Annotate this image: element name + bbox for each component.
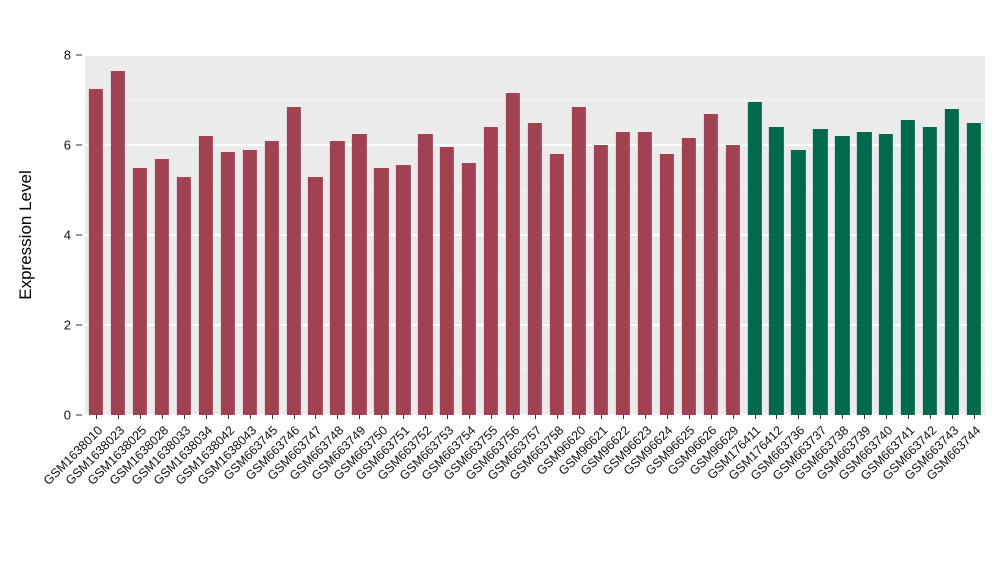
bar-GSM1638023 (110, 70, 126, 415)
bar-GSM663738 (835, 136, 850, 415)
x-axis: GSM1638010 GSM1638023 GSM1638025 GSM1638028… (41, 415, 985, 575)
y-tick-mark (76, 414, 82, 416)
y-tick-label: 8 (63, 47, 71, 63)
x-tick-mark (403, 415, 405, 419)
x-tick-mark (732, 415, 734, 419)
x-tick-mark (425, 415, 427, 419)
bar-GSM663745 (264, 140, 279, 415)
bar-GSM1638033 (176, 176, 191, 415)
bar-GSM663758 (549, 154, 565, 415)
bar-GSM96623 (637, 131, 652, 415)
bar-GSM663749 (352, 133, 367, 415)
x-tick-mark (227, 415, 229, 419)
bar-GSM96622 (615, 131, 630, 415)
bar-GSM663737 (813, 129, 828, 415)
x-tick-mark (688, 415, 690, 419)
bar-GSM663748 (330, 140, 345, 415)
bar-GSM663752 (418, 133, 433, 415)
bar-GSM1638043 (242, 149, 257, 415)
bar-GSM663753 (440, 147, 455, 415)
x-tick-mark (271, 415, 273, 419)
x-tick-mark (337, 415, 339, 419)
plot-area (85, 54, 985, 416)
bar-GSM663740 (879, 133, 894, 415)
y-tick-mark (76, 234, 82, 236)
gridline-minor (85, 99, 985, 101)
bar-GSM663736 (791, 149, 806, 415)
x-tick-mark (930, 415, 932, 419)
x-tick-mark (161, 415, 163, 419)
y-tick-label: 6 (63, 137, 71, 153)
x-tick-mark (754, 415, 756, 419)
x-tick-mark (205, 415, 207, 419)
x-tick-mark (842, 415, 844, 419)
x-tick-mark (95, 415, 97, 419)
x-tick-mark (293, 415, 295, 419)
x-tick-mark (798, 415, 800, 419)
bar-GSM663756 (505, 93, 521, 415)
x-tick-mark (447, 415, 449, 419)
y-tick-label: 2 (63, 317, 71, 333)
bar-GSM176411 (747, 102, 762, 415)
x-tick-mark (556, 415, 558, 419)
bar-GSM96620 (571, 106, 587, 415)
y-tick-mark (76, 54, 82, 56)
y-tick-label: 4 (63, 227, 71, 243)
bar-GSM96626 (703, 113, 718, 415)
bar-GSM663755 (483, 127, 499, 415)
bar-GSM96625 (681, 138, 696, 415)
x-tick-mark (974, 415, 976, 419)
bar-GSM663754 (462, 163, 477, 415)
bar-GSM663744 (966, 122, 982, 415)
bar-GSM1638042 (220, 151, 235, 415)
x-tick-mark (469, 415, 471, 419)
y-tick-mark (76, 144, 82, 146)
x-tick-mark (183, 415, 185, 419)
x-tick-mark (315, 415, 317, 419)
bar-GSM663741 (901, 120, 916, 415)
x-tick-mark (820, 415, 822, 419)
bar-GSM96621 (593, 145, 608, 415)
x-tick-mark (578, 415, 580, 419)
bar-GSM1638028 (154, 158, 169, 415)
x-tick-mark (776, 415, 778, 419)
bar-GSM663747 (308, 176, 323, 415)
bar-GSM96624 (659, 154, 674, 415)
x-tick-mark (666, 415, 668, 419)
bar-GSM176412 (769, 127, 784, 415)
x-tick-mark (535, 415, 536, 419)
x-tick-mark (600, 415, 602, 419)
bar-GSM663757 (527, 122, 543, 415)
bar-GSM663751 (396, 165, 411, 415)
bar-GSM663743 (944, 109, 960, 415)
bar-GSM1638034 (198, 136, 213, 415)
y-axis: 0 2 4 6 8 (0, 49, 85, 422)
x-tick-mark (908, 415, 910, 419)
x-tick-mark (513, 415, 515, 419)
bar-GSM96629 (725, 145, 740, 415)
gridline-major (85, 54, 985, 56)
x-tick-mark (139, 415, 141, 419)
bar-GSM663742 (922, 127, 938, 415)
x-tick-mark (644, 415, 646, 419)
x-tick-mark (952, 415, 954, 419)
bar-GSM663750 (374, 167, 389, 415)
bar-GSM663739 (857, 131, 872, 415)
x-tick-mark (710, 415, 712, 419)
x-tick-mark (622, 415, 624, 419)
x-tick-mark (249, 415, 251, 419)
x-tick-mark (886, 415, 888, 419)
x-tick-mark (864, 415, 866, 419)
x-tick-mark (381, 415, 383, 419)
bar-GSM1638010 (88, 88, 104, 415)
y-tick-mark (76, 324, 82, 326)
x-tick-mark (359, 415, 361, 419)
bar-GSM663746 (286, 106, 301, 415)
x-tick-mark (491, 415, 493, 419)
bar-GSM1638025 (132, 167, 148, 415)
y-tick-label: 0 (63, 407, 71, 423)
x-tick-mark (117, 415, 119, 419)
